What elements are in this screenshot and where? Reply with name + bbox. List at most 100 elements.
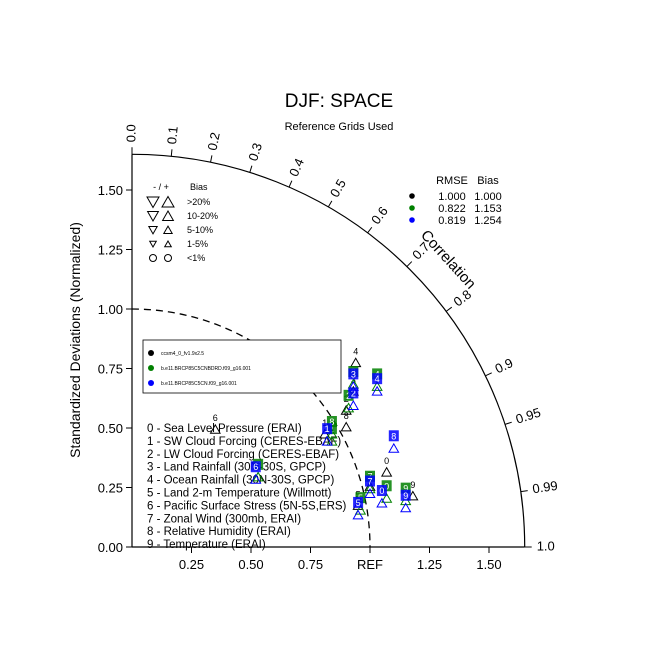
bias-legend-symbol-plus: [161, 195, 175, 208]
data-point-label: 1: [322, 418, 327, 428]
case-legend-marker: [148, 365, 154, 371]
data-point-group: 4: [371, 373, 383, 396]
data-point-marker: [340, 404, 352, 415]
data-point-label: 8: [344, 411, 349, 421]
x-tick-label: 0.25: [179, 557, 204, 572]
correlation-tick-label: 0.9: [492, 355, 515, 376]
bias-legend-symbol-minus: [146, 211, 160, 222]
data-point-label: 3: [351, 369, 356, 379]
x-tick-label: 1.25: [417, 557, 442, 572]
stats-row-rmse: 1.000: [438, 191, 466, 203]
bias-legend-label: >20%: [187, 197, 210, 207]
data-point-group: 0: [376, 485, 388, 508]
data-point-label: 9: [410, 480, 415, 490]
stats-row-marker: [409, 205, 415, 211]
data-point-label: 2: [351, 388, 356, 398]
data-point-label-box: [326, 416, 337, 427]
correlation-tick-label: 0.5: [327, 177, 349, 200]
stats-row-rmse: 0.819: [438, 215, 466, 227]
data-point-marker: [350, 357, 362, 368]
case-legend-marker: [148, 350, 154, 356]
data-point-label: 5: [356, 498, 361, 508]
data-point-label: 8: [391, 431, 396, 441]
variable-list-item: 0 - Sea Level Pressure (ERAI): [147, 423, 302, 435]
data-point-group: 7: [364, 475, 376, 498]
data-points: 012345678901234567890123456789: [209, 347, 419, 520]
correlation-tick-label: 0.2: [204, 131, 222, 152]
stats-row-marker: [409, 193, 415, 199]
correlation-tick-label: 0.0: [123, 124, 138, 142]
data-point-group: 3: [347, 368, 360, 391]
data-point-label: 7: [367, 477, 372, 487]
bias-legend-label: 10-20%: [187, 211, 218, 221]
data-point-marker: [252, 471, 264, 482]
correlation-tick: [445, 306, 453, 312]
data-point-marker: [321, 435, 333, 446]
correlation-tick: [406, 261, 413, 267]
data-point-label-box: [388, 430, 399, 442]
correlation-tick-label: 0.95: [514, 405, 543, 427]
data-point-marker: [250, 473, 262, 484]
correlation-tick: [327, 200, 333, 208]
x-tick-label: 1.50: [476, 557, 501, 572]
bias-legend-label: <1%: [187, 253, 205, 263]
chart-subtitle: Reference Grids Used: [285, 121, 394, 133]
chart-frame: 0.000.250.500.751.001.251.500.25 0.50 0.75…: [98, 124, 559, 572]
stats-row-bias: 1.000: [474, 191, 502, 203]
data-point-group: 0: [380, 456, 393, 477]
data-point-label-box: [322, 423, 333, 435]
case-legend-label: ccsm4_0_fv1.9x2.5: [161, 351, 204, 357]
data-point-label: 0: [384, 456, 389, 466]
case-legend-box: [142, 339, 342, 394]
data-point-marker: [380, 466, 393, 477]
correlation-tick: [288, 180, 293, 188]
data-point-label: 4: [375, 374, 380, 384]
data-point-marker: [371, 385, 383, 396]
variable-list-item: 9 - Temperature (ERAI): [147, 539, 266, 551]
correlation-tick: [520, 490, 528, 493]
data-point-label: 1: [325, 424, 330, 434]
correlation-tick-label: 0.4: [286, 156, 307, 179]
variable-list-item: 7 - Zonal Wind (300mb, ERAI): [147, 513, 301, 525]
stats-row-marker: [409, 217, 415, 223]
data-point-label: 0: [379, 486, 384, 496]
variable-list-item: 1 - SW Cloud Forcing (CERES-EBAF): [147, 436, 341, 448]
correlation-tick-label: 0.3: [245, 141, 265, 163]
stats-row-rmse: 0.822: [438, 203, 466, 215]
bias-legend-symbol-minus: [148, 240, 158, 249]
variable-list-item: 4 - Ocean Rainfall (30N-30S, GPCP): [147, 475, 334, 487]
correlation-tick: [170, 149, 173, 157]
chart-title: DJF: SPACE: [285, 91, 393, 112]
data-point-marker: [347, 380, 360, 391]
correlation-tick-label: 1.0: [537, 538, 555, 553]
correlation-tick: [210, 155, 213, 163]
data-point-group: 1: [321, 423, 333, 446]
bias-legend-header: Bias: [190, 182, 208, 192]
data-point-label: 8: [329, 417, 334, 427]
y-tick-label: 0.50: [98, 421, 123, 436]
data-point-label-box: [348, 368, 359, 380]
correlation-tick-label: 0.6: [368, 204, 391, 227]
y-tick-label: 0.75: [98, 362, 123, 377]
stats-row-bias: 1.254: [474, 215, 502, 227]
data-point-group: 8: [388, 430, 400, 453]
y-tick-label: 1.00: [98, 302, 123, 317]
data-point-label-box: [372, 373, 383, 385]
correlation-tick: [504, 421, 512, 425]
correlation-tick: [249, 165, 253, 173]
data-point-group: 6: [250, 461, 262, 484]
data-point-marker: [209, 423, 221, 434]
bias-legend-symbol-minus: [147, 226, 159, 235]
stats-header-bias: Bias: [477, 175, 499, 187]
data-point-label-box: [250, 461, 261, 473]
data-point-marker: [371, 380, 383, 391]
correlation-arc: [131, 153, 526, 548]
bias-legend-symbol-plus: [161, 210, 175, 221]
correlation-tick-label: 0.8: [451, 287, 474, 310]
variable-list-item: 2 - LW Cloud Forcing (CERES-EBAF): [147, 449, 339, 461]
data-point-marker: [380, 492, 393, 503]
legends: - / + Bias >20% 10-20% 5-10% 1-5% <1% RMSE Bias 1…: [142, 175, 502, 551]
data-point-label-box: [400, 489, 411, 501]
